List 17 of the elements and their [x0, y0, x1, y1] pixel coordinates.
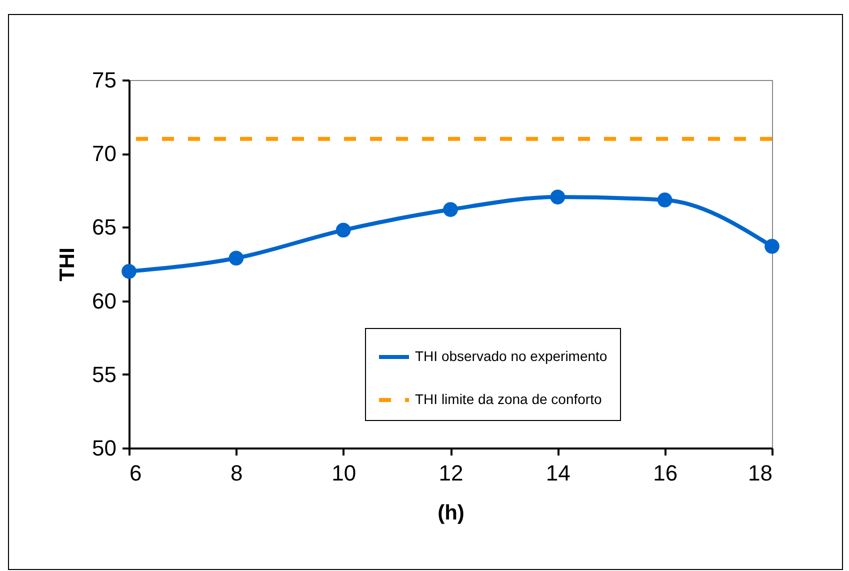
x-axis-title: (h): [438, 502, 464, 524]
x-tick-label: 6: [130, 460, 142, 486]
legend-label: THI observado no experimento: [415, 348, 608, 364]
x-tick-label: 10: [332, 460, 356, 486]
y-tick-label: 55: [92, 362, 116, 387]
legend-label: THI limite da zona de conforto: [415, 391, 602, 407]
y-axis-title: THI: [56, 248, 80, 282]
y-tick-label: 60: [92, 288, 116, 314]
y-tick-label: 75: [92, 68, 116, 92]
x-tick-label: 16: [653, 460, 678, 486]
x-tick-label: 12: [438, 460, 464, 486]
y-tick-label: 65: [92, 214, 116, 240]
y-tick-label: 70: [92, 141, 116, 166]
y-tick-label: 50: [92, 436, 116, 460]
x-tick-label: 18: [748, 460, 772, 486]
x-tick-label: 8: [230, 460, 243, 486]
x-tick-label: 14: [546, 460, 570, 486]
